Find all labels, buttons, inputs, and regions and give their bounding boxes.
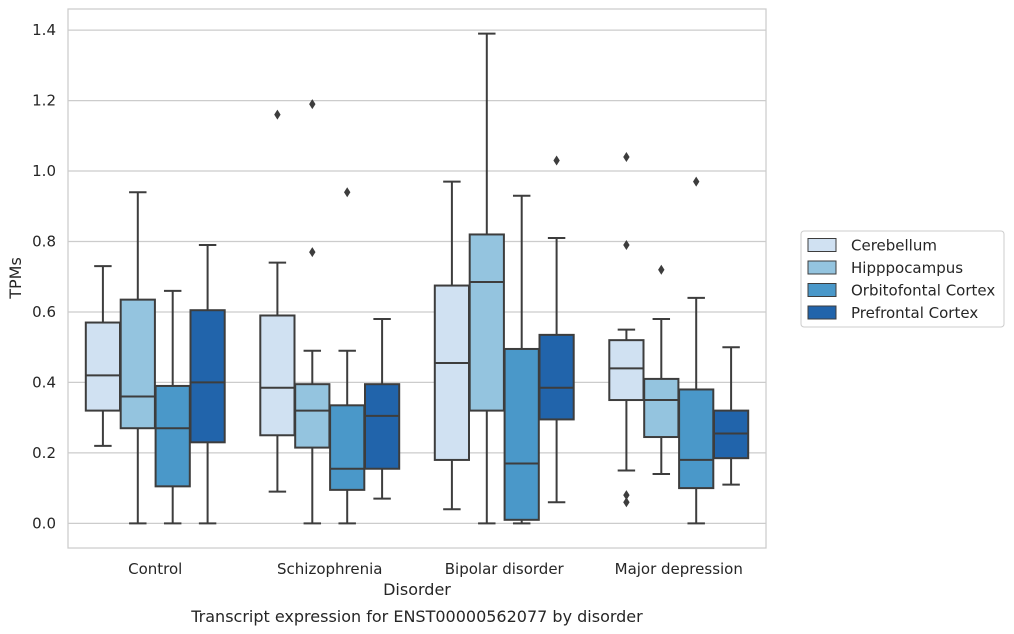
legend-swatch bbox=[807, 238, 837, 252]
box bbox=[608, 339, 645, 402]
box-group bbox=[538, 155, 575, 504]
chart-caption: Transcript expression for ENST0000056207… bbox=[190, 607, 643, 626]
legend-label: Hipppocampus bbox=[851, 259, 963, 277]
box bbox=[503, 347, 540, 521]
box-group bbox=[468, 32, 505, 525]
box-group bbox=[503, 194, 540, 525]
outlier-point bbox=[623, 151, 630, 162]
y-axis-label: TPMs bbox=[6, 257, 25, 300]
y-tick-label: 0.0 bbox=[32, 514, 56, 532]
outlier-point bbox=[623, 490, 630, 501]
box-group bbox=[678, 176, 715, 525]
box bbox=[154, 384, 191, 488]
box-group bbox=[608, 151, 645, 508]
box bbox=[259, 314, 296, 437]
y-tick-label: 1.2 bbox=[32, 92, 56, 110]
box-group bbox=[189, 244, 226, 525]
box bbox=[294, 383, 331, 449]
legend: Cerebellum Hipppocampus Orbitofontal Corte… bbox=[800, 230, 1005, 328]
x-axis-label: Disorder bbox=[383, 580, 451, 599]
x-tick-labels: Control Schizophrenia Bipolar disorder Majo… bbox=[128, 560, 743, 578]
box-group bbox=[259, 109, 296, 493]
outlier-point bbox=[623, 240, 630, 251]
x-tick-label: Bipolar disorder bbox=[445, 560, 565, 578]
box bbox=[363, 383, 401, 470]
y-tick-label: 1.0 bbox=[32, 162, 56, 180]
legend-swatch bbox=[807, 260, 837, 275]
box-group bbox=[84, 265, 122, 447]
box-group bbox=[643, 264, 680, 476]
x-tick-label: Major depression bbox=[615, 560, 743, 578]
legend-label: Orbitofontal Cortex bbox=[851, 282, 995, 300]
box-group bbox=[363, 318, 401, 500]
box bbox=[84, 321, 122, 412]
y-tick-label: 0.2 bbox=[32, 444, 56, 462]
outlier-point bbox=[658, 264, 665, 275]
box bbox=[119, 298, 156, 430]
boxes-layer bbox=[84, 32, 750, 525]
outlier-point bbox=[693, 176, 700, 187]
y-tick-label: 0.6 bbox=[32, 303, 56, 321]
x-tick-label: Control bbox=[128, 560, 182, 578]
x-tick-label: Schizophrenia bbox=[277, 560, 382, 578]
box bbox=[538, 333, 575, 421]
box-group bbox=[294, 99, 331, 525]
legend-swatch bbox=[807, 283, 837, 297]
box bbox=[329, 404, 366, 491]
outlier-point bbox=[309, 247, 316, 258]
box bbox=[643, 377, 680, 439]
box-group bbox=[712, 346, 750, 486]
box bbox=[678, 388, 715, 490]
outlier-point bbox=[623, 497, 630, 508]
legend-label: Prefrontal Cortex bbox=[851, 304, 978, 322]
y-tick-label: 0.8 bbox=[32, 233, 56, 251]
legend-label: Cerebellum bbox=[851, 237, 937, 255]
box bbox=[468, 233, 505, 412]
legend-swatch bbox=[807, 305, 837, 320]
y-tick-label: 1.4 bbox=[32, 21, 56, 39]
box bbox=[189, 309, 226, 444]
legend-frame bbox=[800, 230, 1005, 328]
box-group bbox=[119, 191, 156, 525]
outlier-point bbox=[344, 187, 351, 198]
plot-frame bbox=[67, 8, 767, 549]
outlier-point bbox=[309, 99, 316, 110]
outlier-point bbox=[553, 155, 560, 166]
outlier-point bbox=[274, 109, 281, 120]
box-group bbox=[154, 289, 191, 525]
box bbox=[433, 284, 471, 461]
y-tick-label: 0.4 bbox=[32, 373, 56, 391]
y-tick-labels: 0.0 0.2 0.4 0.6 0.8 1.0 1.2 1.4 bbox=[32, 21, 56, 532]
